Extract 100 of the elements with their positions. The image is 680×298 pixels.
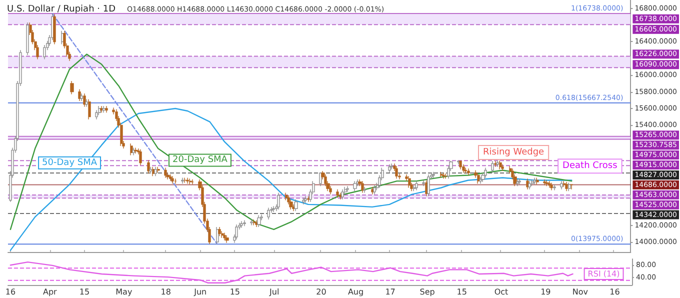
candlestick xyxy=(83,93,86,108)
candlestick xyxy=(339,192,342,200)
candlestick xyxy=(462,164,465,174)
candlestick xyxy=(78,88,81,102)
candlestick xyxy=(467,168,470,176)
x-tick-label: 18 xyxy=(160,288,171,296)
candlestick xyxy=(85,98,88,108)
candlestick xyxy=(53,14,56,45)
candlestick xyxy=(272,206,275,212)
x-tick-label: Nov xyxy=(572,288,588,296)
x-tick-label: Jul xyxy=(268,288,280,296)
candlestick xyxy=(427,174,430,196)
series-label: 50-Day SMA xyxy=(42,158,98,168)
candlestick xyxy=(545,180,549,186)
x-tick-label: 19 xyxy=(540,288,551,296)
candlestick xyxy=(95,110,98,120)
candlestick xyxy=(186,177,189,184)
x-tick-label: 17 xyxy=(385,288,396,296)
candlestick xyxy=(560,180,563,190)
x-tick-label: May xyxy=(116,288,132,296)
candlestick xyxy=(181,177,184,184)
candlestick xyxy=(26,22,29,56)
candlestick xyxy=(501,164,504,172)
candlestick xyxy=(516,179,519,186)
candlestick xyxy=(548,180,551,188)
candlestick xyxy=(415,180,418,191)
candlestick xyxy=(528,180,531,190)
candlestick xyxy=(440,172,443,178)
candlestick xyxy=(191,179,194,185)
candlestick xyxy=(88,98,91,120)
x-tick-label: Oct xyxy=(494,288,508,296)
candlestick xyxy=(361,180,364,194)
candlestick xyxy=(147,160,150,174)
candlestick xyxy=(371,186,374,195)
candlestick xyxy=(169,174,172,182)
candlestick xyxy=(171,176,174,184)
candlestick xyxy=(289,199,293,210)
series-label: 20-Day SMA xyxy=(172,155,228,166)
candlestick xyxy=(373,184,376,195)
candlestick xyxy=(164,167,167,178)
candlestick xyxy=(257,214,261,228)
x-tick-label: Apr xyxy=(43,288,58,296)
candlestick xyxy=(174,178,177,184)
candlestick xyxy=(477,172,480,184)
candlestick xyxy=(253,219,256,226)
candlestick xyxy=(139,149,142,166)
x-tick-label: Sep xyxy=(420,288,435,296)
candlestick xyxy=(536,177,539,185)
candlestick xyxy=(550,182,553,191)
candlestick xyxy=(346,186,349,192)
candlestick xyxy=(221,230,224,238)
candlestick xyxy=(388,164,391,174)
candlestick xyxy=(563,180,566,188)
candlestick xyxy=(479,176,482,184)
candlestick xyxy=(395,166,398,179)
candlestick xyxy=(526,178,529,190)
candlestick xyxy=(518,178,521,185)
candlestick xyxy=(152,166,155,176)
candlestick xyxy=(531,179,534,186)
candlestick xyxy=(484,167,487,178)
candlestick xyxy=(457,160,460,165)
candlestick xyxy=(413,184,416,192)
candlestick xyxy=(363,186,366,194)
candlestick xyxy=(250,219,253,226)
series-label: RSI (14) xyxy=(588,269,620,278)
text: U.S. Dollar / Rupiah · 1D xyxy=(7,4,116,14)
candlestick xyxy=(294,199,298,212)
x-tick-label: 15 xyxy=(79,288,90,296)
candlestick xyxy=(235,224,238,240)
candlestick xyxy=(533,177,536,185)
candlestick xyxy=(134,147,138,154)
candlestick xyxy=(422,180,425,186)
candlestick xyxy=(285,192,288,201)
candlestick xyxy=(570,184,573,190)
candlestick xyxy=(432,172,435,178)
x-tick-label: 20 xyxy=(316,288,326,296)
candlestick xyxy=(223,232,226,241)
candlestick xyxy=(307,196,310,202)
candlestick xyxy=(565,182,568,192)
candlestick xyxy=(240,220,243,228)
candlestick xyxy=(149,166,152,174)
x-tick-label: 15 xyxy=(456,288,467,296)
candlestick xyxy=(302,197,305,205)
candlestick xyxy=(459,160,462,170)
candlestick xyxy=(80,93,83,102)
candlestick xyxy=(98,106,101,116)
x-tick-label: 16 xyxy=(610,288,620,296)
x-tick-label: Jun xyxy=(193,288,207,296)
candlestick xyxy=(568,182,571,192)
candlestick xyxy=(157,166,160,174)
candlestick xyxy=(464,167,467,174)
candlestick xyxy=(267,207,270,220)
annotation: Death Cross xyxy=(562,161,618,172)
candlestick xyxy=(390,163,394,170)
candlestick xyxy=(543,179,546,186)
candlestick xyxy=(189,178,192,185)
candlestick xyxy=(341,189,344,200)
candlestick xyxy=(102,106,106,113)
candlestick xyxy=(218,226,221,236)
candlestick xyxy=(184,177,187,184)
